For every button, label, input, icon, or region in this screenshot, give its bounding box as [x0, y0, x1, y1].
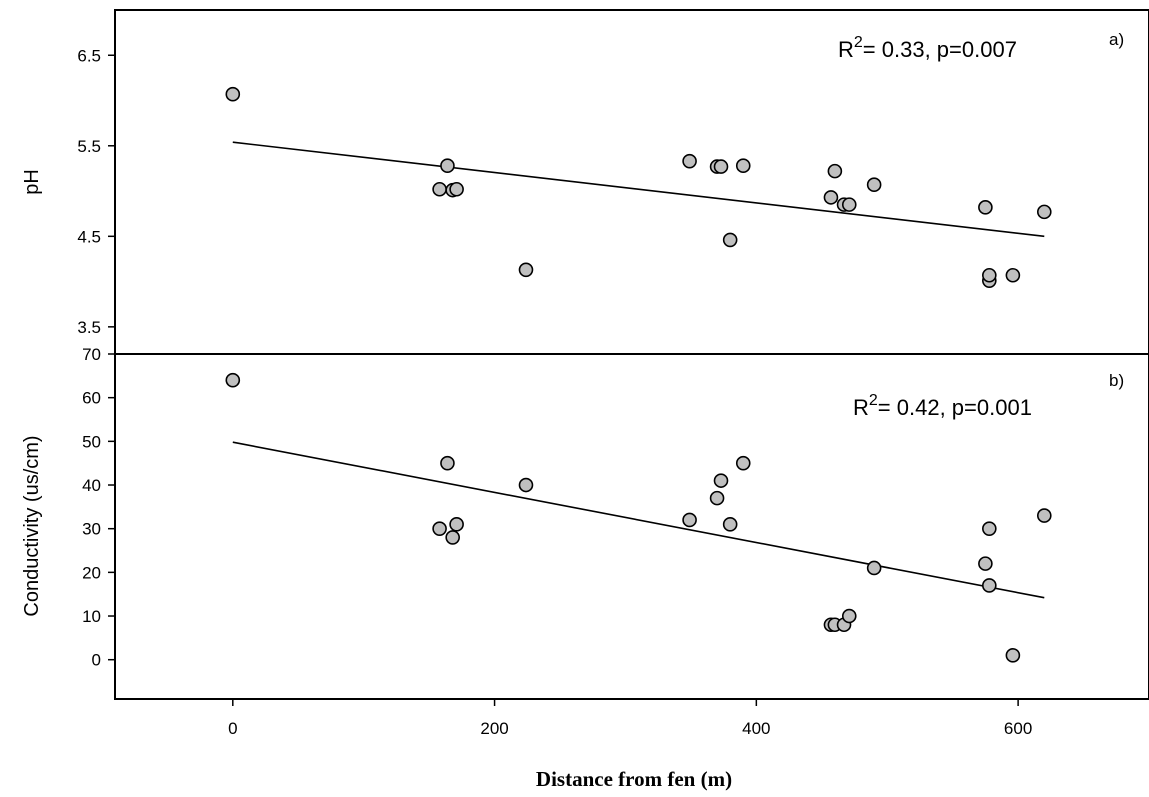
panel-a-data-point	[1005, 267, 1021, 283]
panel-a-data-point	[866, 177, 882, 193]
panel-a-regression-line	[232, 141, 1045, 238]
panel-b-data-point	[1036, 508, 1052, 523]
panel-b-y-tick-label: 20	[82, 563, 101, 582]
panel-a-stats-annotation: R2= 0.33, p=0.007	[838, 34, 1017, 62]
panel-b-data-point	[225, 372, 241, 388]
panel-b-data-point	[866, 560, 882, 576]
panel-b-stats-r: R	[853, 395, 869, 420]
panel-b-data-point	[978, 556, 993, 571]
panel-b: 0 10 20 30 40 50 60 70 0 200 400 600	[82, 345, 1052, 738]
panel-b-y-tick-label: 0	[92, 651, 101, 670]
panel-a-y-tick-label: 5.5	[77, 137, 101, 156]
panel-b-stats-sup: 2	[869, 392, 878, 409]
panel-b-data-point	[722, 517, 738, 532]
panel-a-data-point	[982, 267, 997, 283]
panel-b-data-point	[713, 473, 729, 488]
panel-b-data-point	[982, 521, 997, 536]
panel-a-y-axis-title: pH	[21, 169, 43, 195]
panel-a-data-point	[1036, 204, 1052, 220]
panel-b-regression-line	[232, 441, 1045, 599]
panel-b-frame	[114, 353, 1149, 700]
panel-a-data-point	[735, 158, 751, 174]
panel-b-y-tick-label: 50	[82, 432, 101, 451]
panel-a-data-point	[823, 190, 839, 205]
x-tick-label: 0	[228, 719, 237, 738]
x-tick-label: 200	[480, 719, 508, 738]
panel-a-data-point	[713, 159, 729, 174]
panel-a-data-point	[225, 86, 241, 102]
panel-b-data-point	[449, 517, 464, 532]
panel-a: 3.5 4.5 5.5 6.5	[77, 46, 1052, 337]
panel-a-data-point	[978, 200, 993, 215]
panel-b-stats-annotation: R2= 0.42, p=0.001	[853, 392, 1032, 420]
panel-a-data-point	[682, 153, 697, 169]
panel-b-stats-rest: = 0.42, p=0.001	[878, 395, 1032, 420]
panel-b-data-point	[735, 455, 751, 471]
panel-a-data-point	[722, 232, 738, 248]
panel-b-data-point	[440, 455, 455, 471]
panel-a-data-point	[827, 163, 843, 179]
panel-b-data-point	[445, 530, 460, 545]
panel-a-stats-sup: 2	[854, 34, 863, 51]
panel-a-y-tick-label: 4.5	[77, 227, 101, 246]
panel-b-data-point	[682, 512, 697, 528]
panel-b-y-tick-label: 30	[82, 520, 101, 539]
panel-a-y-tick-label: 3.5	[77, 318, 101, 337]
panel-b-y-tick-label: 70	[82, 345, 101, 364]
panel-b-data-point	[518, 477, 534, 493]
panel-b-y-tick-label: 40	[82, 476, 101, 495]
panel-b-data-point	[1005, 648, 1021, 663]
panel-b-y-tick-label: 60	[82, 389, 101, 408]
panel-b-data-point	[982, 578, 997, 593]
panel-b-y-axis-title: Conductivity (us/cm)	[21, 435, 43, 616]
panel-b-data-point	[432, 521, 447, 536]
panel-a-data-point	[518, 262, 534, 278]
panel-a-data-point	[432, 181, 447, 197]
x-tick-label: 600	[1004, 719, 1032, 738]
panel-b-data-point	[709, 490, 725, 506]
panel-a-data-point	[841, 197, 857, 212]
panel-a-stats-rest: = 0.33, p=0.007	[863, 37, 1017, 62]
panel-b-data-point	[841, 608, 857, 624]
panel-b-label: b)	[1109, 371, 1124, 390]
panel-a-data-point	[449, 181, 464, 197]
panel-b-y-tick-label: 10	[82, 607, 101, 626]
panel-a-stats-r: R	[838, 37, 854, 62]
x-axis-title: Distance from fen (m)	[536, 767, 732, 791]
x-tick-label: 400	[742, 719, 770, 738]
panel-a-data-point	[440, 158, 455, 174]
panel-a-label: a)	[1109, 30, 1124, 49]
panel-a-y-tick-label: 6.5	[77, 46, 101, 65]
